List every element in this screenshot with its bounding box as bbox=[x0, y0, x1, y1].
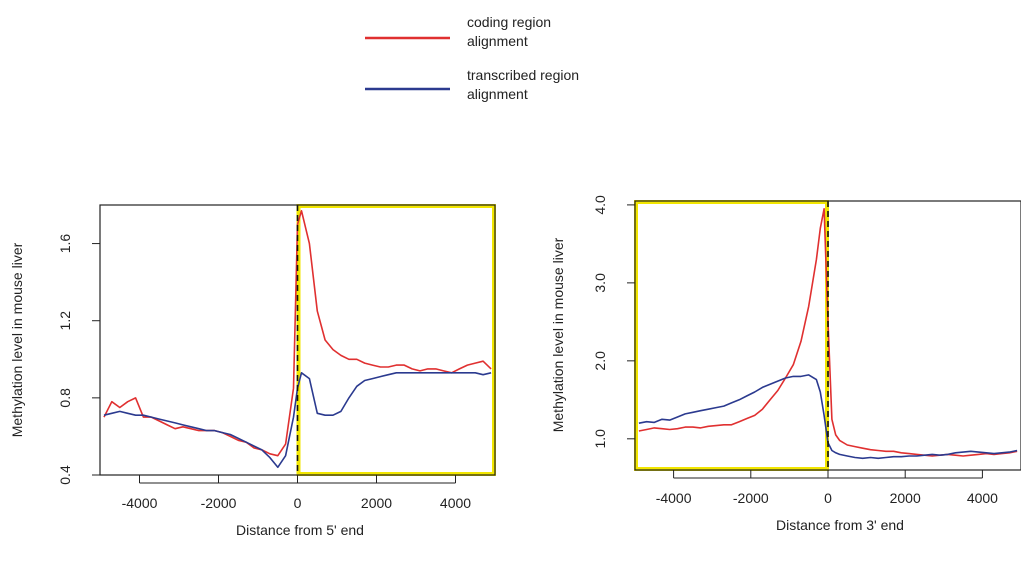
y-tick-label-left: 0.8 bbox=[57, 388, 73, 408]
x-tick-label-left: -4000 bbox=[122, 495, 158, 511]
y-tick-label-left: 1.2 bbox=[57, 311, 73, 331]
y-tick-label-right: 1.0 bbox=[592, 429, 608, 449]
legend-label-transcribed-line2: alignment bbox=[467, 86, 528, 102]
x-tick-label-right: -2000 bbox=[733, 490, 769, 506]
plot-frame-left bbox=[99, 204, 496, 476]
x-axis-title-left: Distance from 5' end bbox=[236, 522, 364, 538]
y-tick-label-right: 4.0 bbox=[592, 195, 608, 215]
plot-layer-left: -4000 -2000 0 2000 4000 0.4 0.8 1.2 1.6 bbox=[57, 204, 496, 511]
chart-left: -4000 -2000 0 2000 4000 0.4 0.8 1.2 1.6 Distance… bbox=[9, 204, 496, 538]
legend-label-coding-line2: alignment bbox=[467, 33, 528, 49]
y-tick-label-right: 2.0 bbox=[592, 351, 608, 371]
x-axis-title-right: Distance from 3' end bbox=[776, 517, 904, 533]
y-tick-label-left: 1.6 bbox=[57, 234, 73, 254]
x-tick-label-left: 0 bbox=[294, 495, 302, 511]
series-line-left-coding bbox=[103, 210, 492, 457]
x-tick-label-right: 2000 bbox=[890, 490, 921, 506]
legend-label-coding-line1: coding region bbox=[467, 14, 551, 30]
plot-layer-right: -4000 -2000 0 2000 4000 1.0 2.0 3.0 4.0 bbox=[592, 195, 1018, 506]
y-axis-title-left: Methylation level in mouse liver bbox=[9, 242, 25, 437]
x-tick-label-left: 2000 bbox=[361, 495, 392, 511]
chart-right: -4000 -2000 0 2000 4000 1.0 2.0 3.0 4.0 Distance… bbox=[550, 195, 1021, 533]
legend: coding region alignment transcribed regi… bbox=[365, 14, 579, 102]
highlight-region-right bbox=[634, 200, 829, 471]
y-tick-label-right: 3.0 bbox=[592, 273, 608, 293]
x-tick-label-right: 0 bbox=[824, 490, 832, 506]
legend-label-transcribed-line1: transcribed region bbox=[467, 67, 579, 83]
x-tick-label-left: 4000 bbox=[440, 495, 471, 511]
y-tick-label-left: 0.4 bbox=[57, 465, 73, 485]
x-tick-label-left: -2000 bbox=[201, 495, 237, 511]
x-tick-label-right: 4000 bbox=[967, 490, 998, 506]
highlight-region-left bbox=[296, 204, 496, 476]
x-tick-label-right: -4000 bbox=[656, 490, 692, 506]
plot-frame-right bbox=[634, 200, 1021, 471]
y-axis-title-right: Methylation level in mouse liver bbox=[550, 237, 566, 432]
